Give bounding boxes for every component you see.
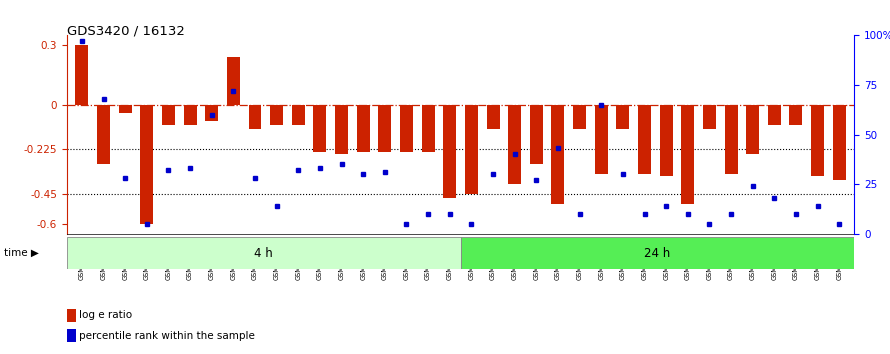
Bar: [141, 105, 153, 224]
Bar: [183, 105, 197, 125]
Bar: [248, 105, 262, 129]
Bar: [681, 105, 694, 204]
Bar: [724, 105, 738, 174]
Text: percentile rank within the sample: percentile rank within the sample: [79, 331, 255, 341]
Bar: [378, 105, 392, 152]
Bar: [118, 105, 132, 113]
Bar: [67, 309, 77, 322]
Bar: [97, 105, 110, 164]
Bar: [573, 105, 587, 129]
Bar: [638, 105, 651, 174]
Bar: [703, 105, 716, 129]
Bar: [335, 105, 348, 154]
Bar: [746, 105, 759, 154]
Bar: [443, 105, 457, 198]
Bar: [422, 105, 434, 152]
Bar: [789, 105, 803, 125]
Text: 4 h: 4 h: [255, 247, 273, 259]
Bar: [313, 105, 327, 152]
Bar: [461, 237, 854, 269]
Text: 24 h: 24 h: [644, 247, 670, 259]
Bar: [67, 329, 77, 342]
Bar: [271, 105, 283, 125]
Text: GDS3420 / 16132: GDS3420 / 16132: [67, 25, 184, 38]
Bar: [659, 105, 673, 176]
Bar: [811, 105, 824, 176]
Text: time ▶: time ▶: [4, 248, 39, 258]
Bar: [595, 105, 608, 174]
Text: log e ratio: log e ratio: [79, 310, 133, 320]
Bar: [833, 105, 846, 180]
Bar: [465, 105, 478, 194]
Bar: [508, 105, 522, 184]
Bar: [552, 105, 564, 204]
Bar: [357, 105, 369, 152]
Bar: [400, 105, 413, 152]
Bar: [617, 105, 629, 129]
Bar: [206, 105, 218, 121]
Bar: [768, 105, 781, 125]
Bar: [67, 237, 461, 269]
Bar: [76, 45, 88, 105]
Bar: [227, 57, 240, 105]
Bar: [162, 105, 175, 125]
Bar: [530, 105, 543, 164]
Bar: [292, 105, 304, 125]
Bar: [487, 105, 499, 129]
